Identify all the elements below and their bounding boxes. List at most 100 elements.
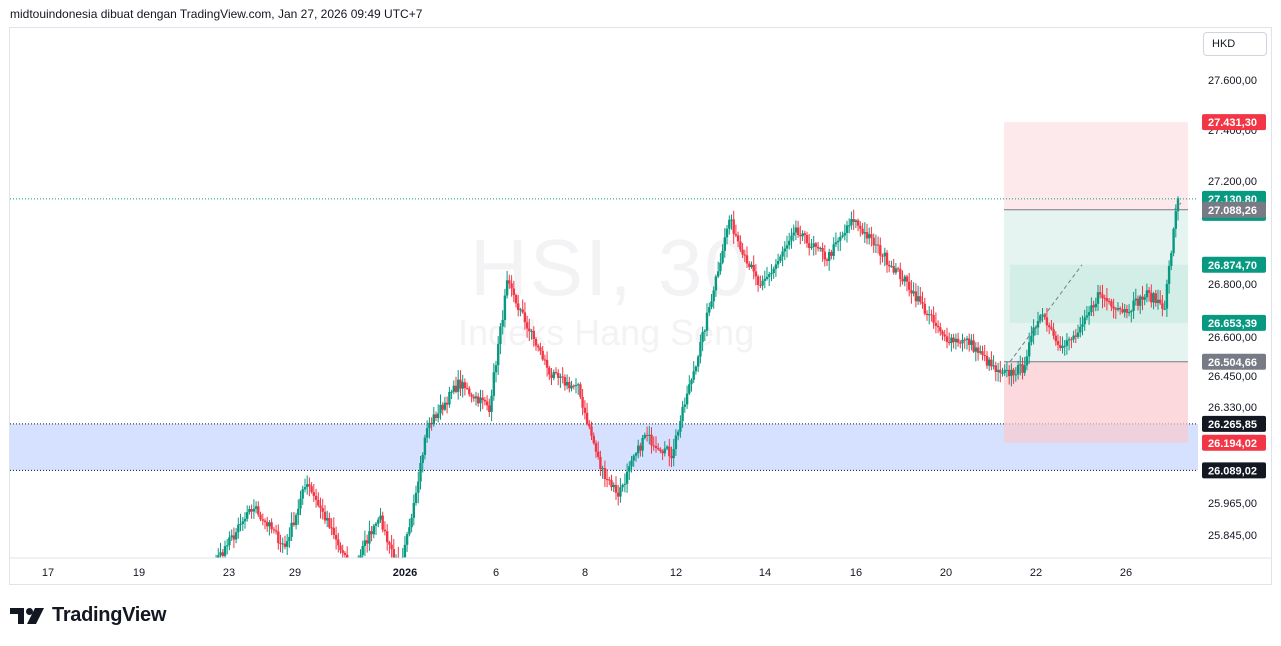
candle-body: [728, 219, 731, 229]
currency-badge[interactable]: HKD: [1203, 32, 1267, 56]
candle-body: [1025, 356, 1029, 366]
candle-body: [630, 460, 633, 467]
candle-body: [637, 445, 640, 454]
candle-body: [410, 517, 413, 528]
time-tick-label: 22: [1030, 567, 1042, 579]
time-tick-label: 20: [940, 567, 952, 579]
candle-body: [481, 397, 484, 400]
candle-body: [188, 590, 190, 594]
candle-body: [259, 514, 262, 520]
candle-body: [195, 584, 197, 585]
candle-body: [348, 565, 350, 566]
candle-body: [1014, 374, 1017, 376]
candle-body: [1041, 314, 1044, 316]
candle-body: [368, 531, 371, 544]
candle-body: [454, 385, 458, 392]
candle-body: [663, 448, 666, 454]
candle-body: [936, 325, 940, 328]
candle-body: [792, 232, 795, 236]
candle-body: [814, 243, 818, 247]
candle-body: [1136, 298, 1140, 306]
candle-body: [581, 396, 584, 408]
candle-body: [1016, 365, 1020, 375]
candle-body: [890, 266, 893, 268]
candle-body: [337, 539, 340, 546]
price-tick-label: 26.450,00: [1208, 371, 1257, 383]
candle-body: [928, 314, 931, 316]
candle-body: [754, 271, 758, 277]
price-tick-label: 26.330,00: [1208, 402, 1257, 414]
candle-body: [392, 549, 395, 558]
candle-body: [619, 487, 622, 497]
candle-body: [488, 405, 491, 412]
candle-body: [1141, 296, 1144, 300]
candle-body: [437, 413, 440, 419]
time-tick-label: 19: [133, 567, 145, 579]
time-tick-label: 2026: [393, 567, 417, 579]
candle-body: [215, 562, 217, 566]
candle-body: [930, 314, 933, 316]
candle-body: [588, 423, 591, 427]
candle-body: [1094, 303, 1097, 308]
price-label-text: 26.194,02: [1208, 438, 1257, 450]
candle-body: [346, 554, 349, 558]
candle-body: [408, 527, 411, 535]
candle-body: [448, 392, 451, 405]
candle-body: [790, 235, 793, 241]
candle-body: [1101, 294, 1104, 298]
candle-body: [1023, 365, 1026, 373]
candle-body: [657, 448, 660, 450]
candle-body: [559, 376, 562, 378]
candle-body: [310, 486, 313, 493]
candle-body: [705, 312, 709, 331]
candle-body: [859, 225, 862, 229]
candle-body: [812, 243, 815, 247]
candle-body: [417, 481, 420, 493]
candle-body: [439, 404, 442, 414]
candle-body: [257, 506, 260, 515]
candle-body: [1067, 339, 1071, 341]
candle-body: [1054, 335, 1057, 342]
candle-body: [976, 347, 980, 353]
candle-body: [717, 271, 720, 277]
candle-body: [301, 489, 304, 499]
chart-frame[interactable]: [9, 27, 1272, 585]
candle-body: [1083, 317, 1086, 325]
candle-body: [330, 527, 333, 529]
price-label-text: 26.265,85: [1208, 419, 1257, 431]
candle-body: [292, 522, 296, 525]
candle-body: [1147, 290, 1151, 293]
candle-body: [186, 590, 188, 600]
candle-body: [243, 518, 247, 522]
candle-body: [941, 331, 944, 335]
candle-body: [608, 479, 611, 481]
candle-body: [719, 262, 722, 272]
candle-body: [550, 374, 553, 378]
candle-body: [541, 350, 544, 360]
candle-body: [768, 274, 771, 277]
candle-body: [530, 330, 533, 332]
candle-body: [617, 492, 620, 497]
time-tick-label: 12: [670, 567, 682, 579]
candle-body: [876, 244, 880, 246]
candle-body: [830, 252, 833, 256]
candle-body: [714, 276, 718, 291]
candle-body: [1056, 341, 1060, 345]
price-tick-label: 26.800,00: [1208, 279, 1257, 291]
candle-body: [204, 573, 206, 574]
price-labels: 27.431,3027.130,8000:1727.088,2626.874,7…: [1202, 114, 1266, 479]
candle-body: [202, 573, 204, 576]
candle-body: [1081, 324, 1084, 327]
candle-body: [925, 313, 929, 315]
candle-body: [370, 531, 373, 535]
candle-body: [679, 421, 682, 432]
candle-body: [1154, 293, 1157, 303]
candle-body: [843, 233, 846, 236]
candle-body: [197, 583, 199, 584]
candle-body: [839, 236, 842, 241]
candle-body: [477, 396, 480, 404]
candle-body: [1103, 298, 1106, 299]
trend-arrow: [1173, 201, 1183, 211]
time-axis: 17 19 23 29 2026 6 8 12 14 16 20 22 26: [10, 557, 1271, 579]
